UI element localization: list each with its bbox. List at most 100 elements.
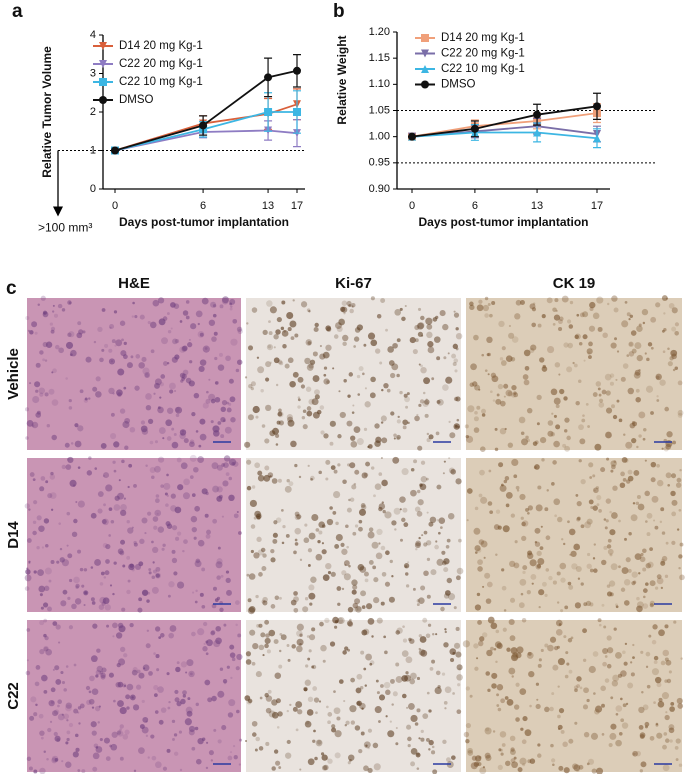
tissue-cell [586,348,593,355]
tissue-cell [531,582,534,585]
tissue-cell [229,652,236,658]
tissue-cell [152,516,159,522]
tissue-cell [380,684,384,688]
tissue-cell [273,346,276,349]
tissue-cell [392,342,398,349]
tissue-cell [341,300,348,306]
tissue-cell [238,531,242,535]
data-point [199,121,208,130]
tissue-cell [449,432,456,439]
tissue-cell [117,730,124,737]
tissue-cell [640,552,644,556]
tissue-cell [497,525,502,530]
tissue-cell [473,334,479,341]
tissue-cell [367,747,370,750]
tissue-cell [204,679,211,686]
tissue-cell [119,728,122,731]
tissue-cell [105,543,111,550]
tissue-cell [284,485,292,493]
legend-marker [421,49,429,58]
tissue-cell [653,660,658,665]
tissue-cell [653,701,656,704]
tissue-cell [630,330,637,336]
tissue-cell [401,650,409,657]
tissue-cell [578,764,584,770]
tissue-cell [645,651,651,657]
tissue-cell [621,567,629,575]
tissue-cell [663,732,668,736]
tissue-cell [191,411,196,417]
tissue-cell [98,604,105,610]
tissue-cell [558,373,561,376]
tissue-cell [258,644,265,651]
tissue-cell [197,737,204,745]
tissue-cell [654,525,659,530]
tissue-cell [607,538,612,543]
tissue-cell [301,415,306,420]
tissue-cell [286,414,293,421]
tissue-cell [603,625,607,629]
tissue-cell [384,511,392,519]
tissue-cell [260,632,266,638]
tissue-cell [487,352,491,357]
tissue-cell [333,469,338,474]
tissue-cell [110,412,115,417]
tissue-cell [304,357,311,365]
tissue-cell [25,436,29,440]
tissue-cell [333,707,341,715]
tissue-cell [628,318,631,321]
tissue-cell [314,756,318,761]
tissue-cell [606,457,610,461]
tissue-cell [569,300,574,305]
tissue-cell [484,313,489,318]
tissue-cell [635,396,641,403]
tissue-cell [645,665,649,669]
tissue-cell [601,733,605,736]
tissue-cell [482,632,488,638]
tissue-cell [416,767,420,770]
series-line [411,131,598,140]
tissue-cell [323,373,327,377]
tissue-cell [499,357,504,361]
tissue-cell [312,686,318,691]
tissue-cell [520,516,524,520]
tissue-cell [65,702,72,709]
tissue-cell [77,425,84,432]
tissue-cell [380,545,386,551]
tissue-cell [152,561,155,564]
tissue-cell [166,362,170,365]
tissue-cell [414,338,419,343]
tissue-cell [95,674,99,678]
tissue-cell [558,765,564,771]
tissue-cell [198,444,202,448]
tissue-cell [360,503,366,508]
tissue-cell [75,583,80,589]
tissue-cell [557,724,563,730]
tissue-cell [607,548,614,555]
tissue-cell [370,466,375,470]
tissue-cell [158,719,164,725]
tissue-cell [440,526,443,529]
tissue-cell [521,617,527,623]
tissue-cell [467,750,474,756]
tissue-cell [304,720,312,728]
tissue-cell [649,547,653,552]
tissue-cell [101,308,106,312]
tissue-cell [587,552,591,557]
tissue-cell [212,304,217,308]
tissue-cell [33,570,37,574]
tissue-cell [35,389,39,393]
tissue-cell [571,563,578,570]
tissue-cell [615,378,618,381]
tissue-cell [603,518,607,521]
tissue-cell [574,333,581,340]
tissue-cell [264,619,270,625]
tissue-cell [423,377,431,385]
tissue-cell [158,318,166,326]
tissue-cell [425,398,428,401]
tissue-cell [353,482,357,486]
tissue-cell [438,517,446,524]
tissue-cell [37,303,41,306]
tissue-cell [420,649,428,657]
tissue-cell [598,509,602,513]
